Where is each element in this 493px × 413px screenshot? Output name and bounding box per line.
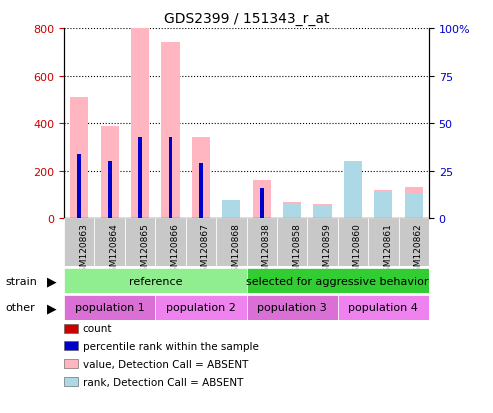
Bar [161, 43, 179, 219]
Bar [125, 219, 155, 266]
Bar [186, 219, 216, 266]
Text: population 3: population 3 [257, 303, 327, 313]
Text: GSM120859: GSM120859 [322, 223, 331, 278]
Bar [338, 295, 429, 320]
Bar [155, 219, 186, 266]
Text: population 4: population 4 [349, 303, 418, 313]
Text: population 1: population 1 [75, 303, 144, 313]
Text: selected for aggressive behavior: selected for aggressive behavior [246, 276, 429, 286]
Text: GSM120860: GSM120860 [353, 223, 362, 278]
Bar [192, 138, 210, 219]
Text: GSM120862: GSM120862 [414, 223, 423, 277]
Text: rank, Detection Call = ABSENT: rank, Detection Call = ABSENT [83, 377, 243, 387]
Bar [283, 204, 301, 219]
Bar [246, 295, 338, 320]
Bar [246, 219, 277, 266]
Text: GSM120866: GSM120866 [171, 223, 179, 278]
Bar [246, 268, 429, 293]
Bar [277, 219, 307, 266]
Text: GSM120867: GSM120867 [201, 223, 210, 278]
Bar [95, 219, 125, 266]
Text: ▶: ▶ [47, 274, 57, 287]
Text: percentile rank within the sample: percentile rank within the sample [83, 341, 259, 351]
Text: other: other [5, 303, 35, 313]
Bar [314, 206, 332, 219]
Text: GDS2399 / 151343_r_at: GDS2399 / 151343_r_at [164, 12, 329, 26]
Text: GSM120863: GSM120863 [79, 223, 88, 278]
Bar [64, 219, 95, 266]
Bar [405, 188, 423, 219]
Bar [398, 219, 429, 266]
Text: GSM120858: GSM120858 [292, 223, 301, 278]
Bar [77, 154, 81, 219]
Text: GSM120861: GSM120861 [384, 223, 392, 278]
Text: count: count [83, 323, 112, 333]
Bar [138, 137, 142, 219]
Text: GSM120865: GSM120865 [140, 223, 149, 278]
Bar [222, 201, 241, 219]
Text: ▶: ▶ [47, 301, 57, 314]
Text: GSM120868: GSM120868 [231, 223, 240, 278]
Bar [252, 181, 271, 219]
Bar [344, 162, 362, 219]
Bar [101, 126, 119, 219]
Text: GSM120864: GSM120864 [109, 223, 119, 277]
Text: reference: reference [129, 276, 182, 286]
Bar [338, 219, 368, 266]
Bar [374, 192, 392, 219]
Text: value, Detection Call = ABSENT: value, Detection Call = ABSENT [83, 359, 248, 369]
Bar [374, 190, 392, 219]
Bar [131, 29, 149, 219]
Bar [216, 219, 246, 266]
Bar [108, 162, 111, 219]
Bar [344, 162, 362, 219]
Bar [222, 207, 241, 219]
Bar [260, 188, 264, 219]
Bar [199, 164, 203, 219]
Bar [169, 137, 173, 219]
Bar [64, 295, 155, 320]
Bar [283, 202, 301, 219]
Bar [405, 194, 423, 219]
Bar [314, 205, 332, 219]
Bar [368, 219, 398, 266]
Bar [155, 295, 246, 320]
Bar [307, 219, 338, 266]
Text: population 2: population 2 [166, 303, 236, 313]
Text: strain: strain [5, 276, 37, 286]
Bar [64, 268, 246, 293]
Text: GSM120838: GSM120838 [262, 223, 271, 278]
Bar [70, 98, 88, 219]
